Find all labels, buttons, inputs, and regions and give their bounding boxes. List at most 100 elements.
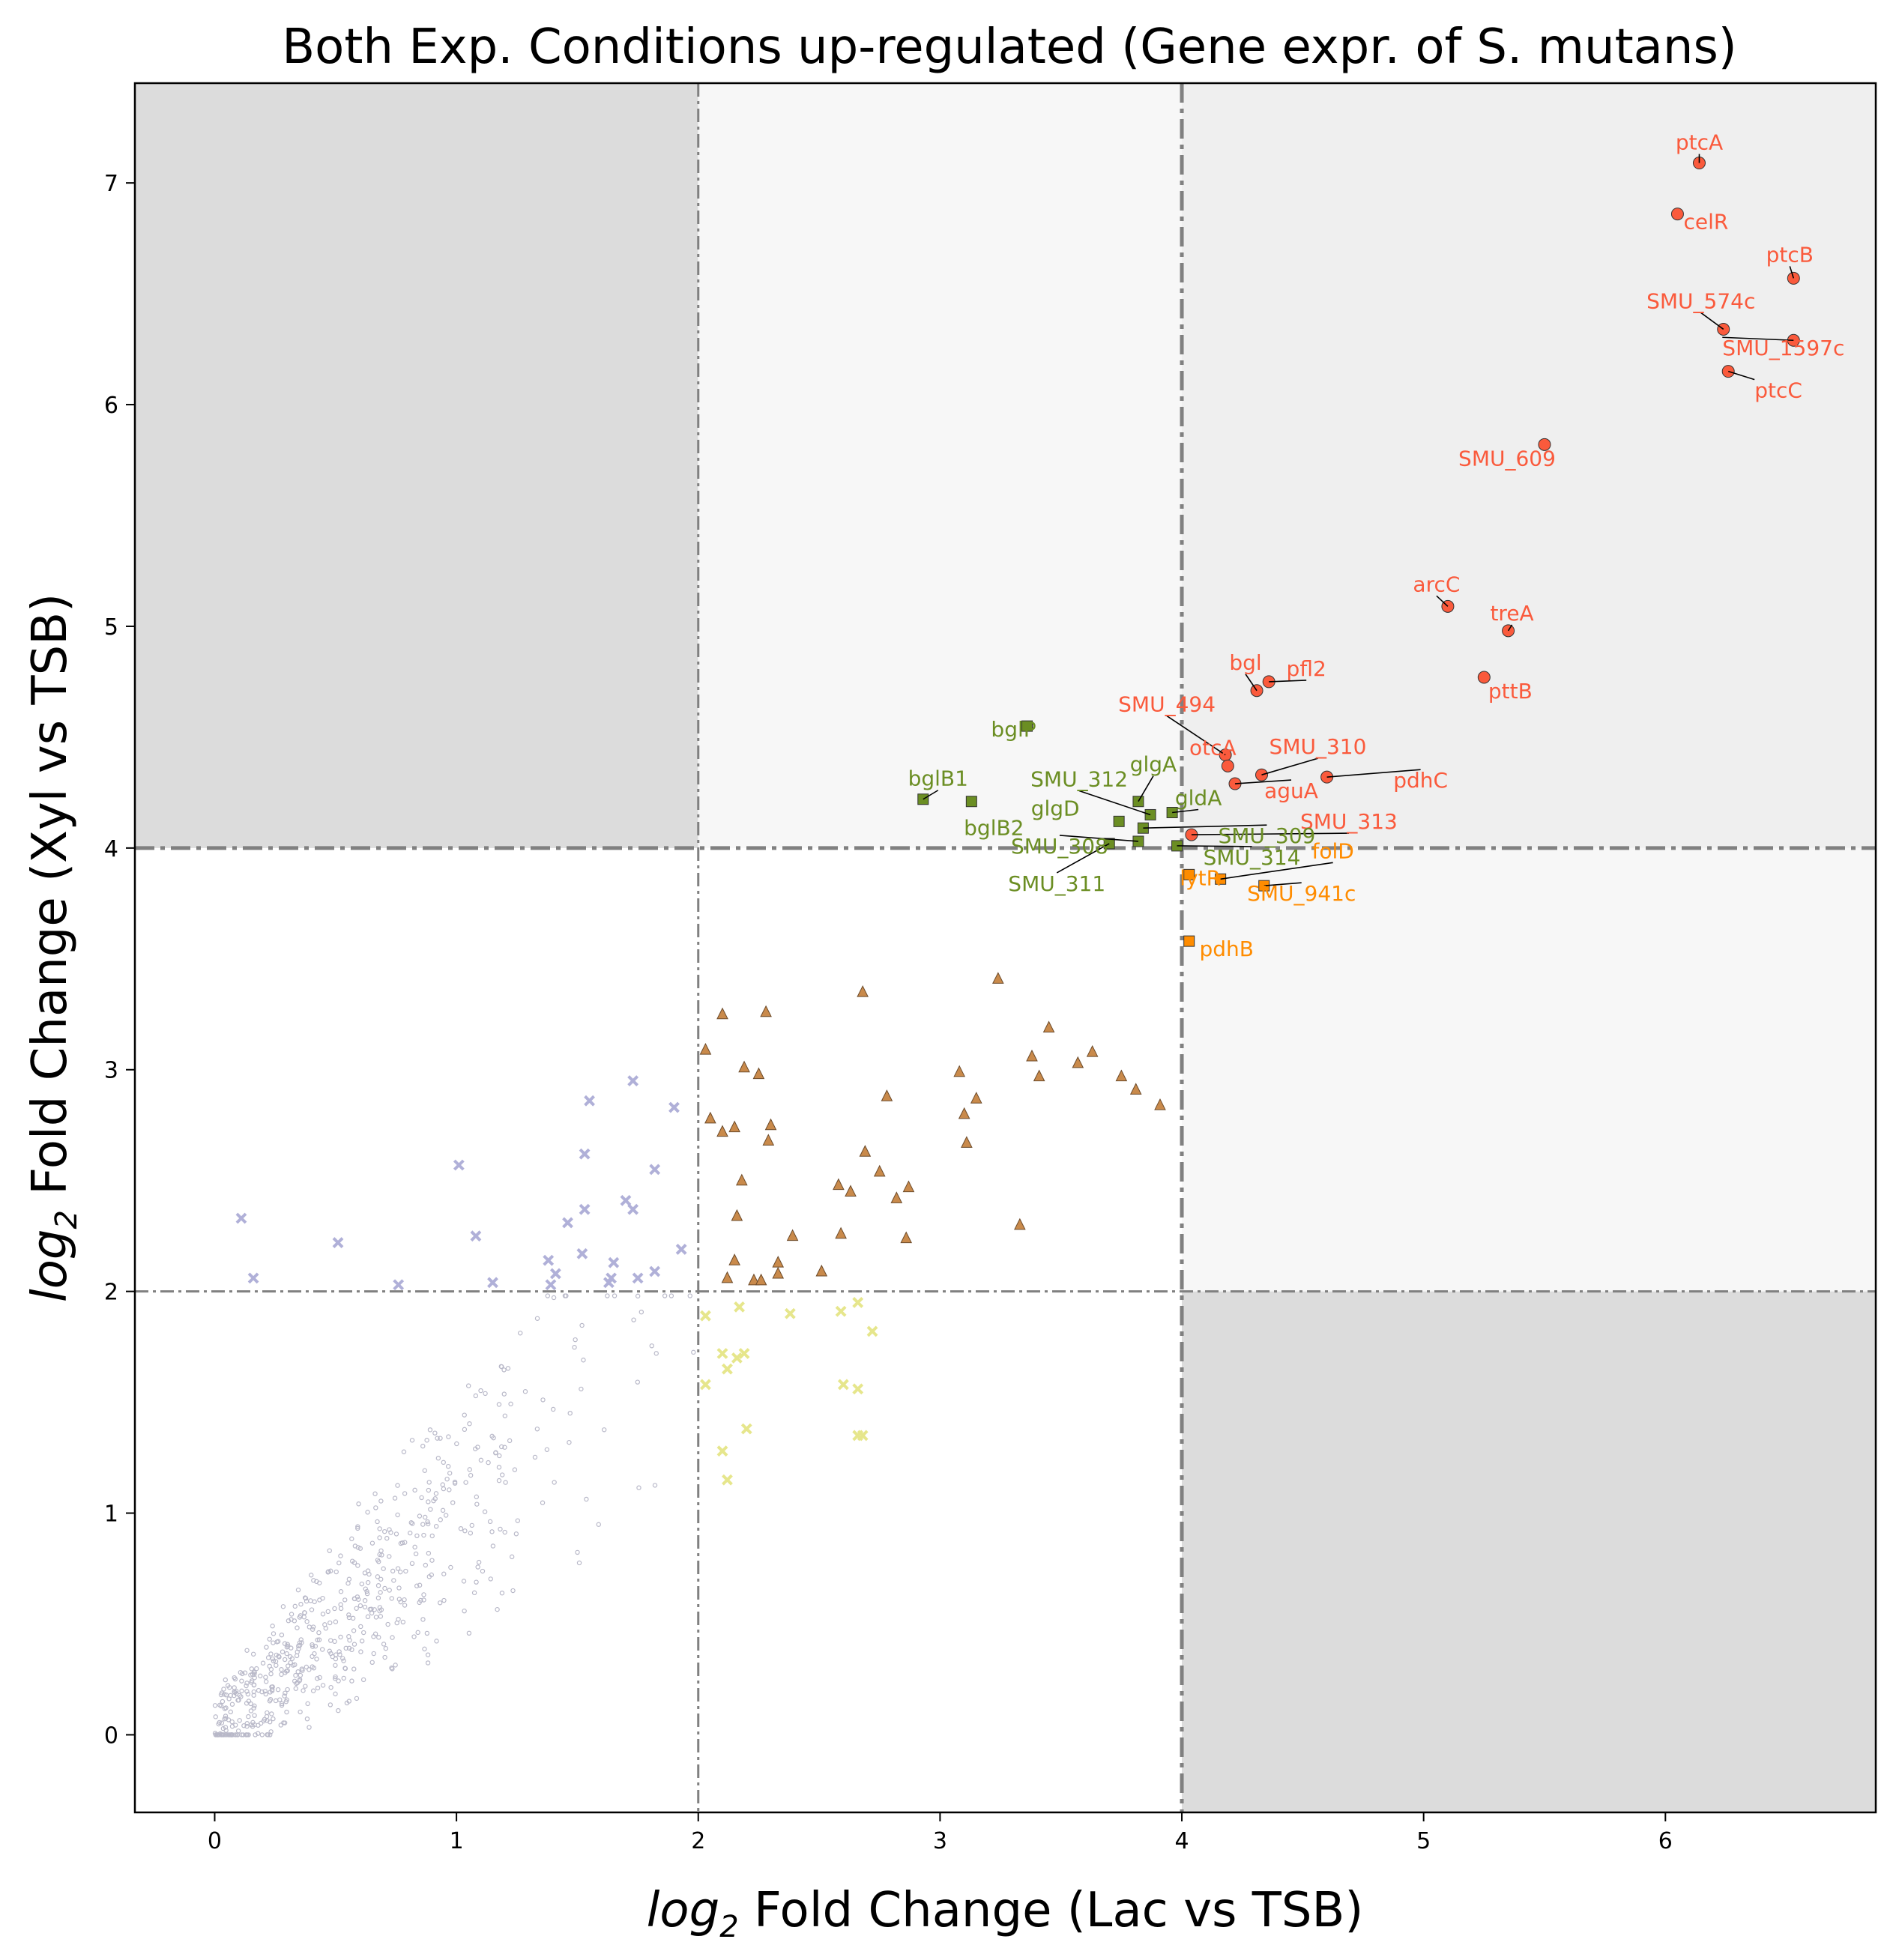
point-not-significant-41 [336,1708,341,1714]
point-xyl-moderate-only-13 [675,1244,687,1255]
gene-label-SMU_609: SMU_609 [1458,446,1556,471]
point-not-significant-192 [513,1531,519,1537]
point-not-significant-258 [375,1574,381,1579]
point-not-significant-86 [420,1522,426,1527]
x-tick-label-5: 5 [1416,1828,1431,1854]
point-not-significant-146 [288,1660,293,1666]
point-not-significant-591 [443,1513,449,1518]
point-not-significant-582 [251,1705,256,1711]
point-not-significant-1 [498,1526,503,1532]
point-not-significant-535 [302,1610,307,1615]
point-not-significant-194 [462,1412,467,1418]
point-not-significant-225 [420,1617,426,1622]
leader-arcC [1436,595,1449,607]
point-both-moderate-28 [833,1178,845,1191]
point-not-significant-606 [267,1719,273,1725]
point-not-significant-586 [259,1732,265,1737]
point-lac-moderate-only-8 [738,1348,750,1359]
point-lac-moderate-only-17 [722,1474,733,1486]
point-not-significant-519 [398,1599,403,1605]
point-not-significant-270 [635,1293,641,1299]
point-not-significant-188 [354,1606,359,1611]
point-not-significant-182 [307,1667,312,1672]
point-not-significant-244 [310,1627,316,1632]
point-not-significant-243 [229,1702,235,1707]
point-not-significant-424 [486,1460,491,1466]
point-not-significant-463 [426,1550,432,1556]
point-lac-moderate-only-4 [852,1297,864,1308]
point-not-significant-560 [223,1714,229,1719]
point-both-moderate-37 [728,1253,740,1265]
point-not-significant-187 [354,1696,360,1702]
point-not-significant-359 [277,1654,282,1660]
point-not-significant-616 [244,1723,250,1729]
point-not-significant-228 [241,1723,247,1728]
point-not-significant-440 [309,1573,314,1578]
point-not-significant-169 [478,1457,484,1463]
y-axis-label-rest: Fold Change (Xyl vs TSB) [22,593,78,1210]
point-not-significant-603 [349,1678,354,1684]
point-not-significant-615 [474,1494,480,1500]
point-not-significant-482 [268,1732,273,1737]
point-not-significant-224 [327,1702,333,1708]
point-not-significant-407 [232,1693,237,1699]
point-not-significant-75 [320,1683,326,1688]
point-not-significant-368 [390,1666,395,1672]
y-tick-label-0: 0 [104,1722,118,1749]
point-not-significant-471 [245,1691,251,1697]
y-axis-label-sub: 2 [49,1210,84,1229]
point-not-significant-348 [469,1522,474,1528]
point-not-significant-618 [239,1678,244,1684]
point-not-significant-369 [422,1514,428,1520]
point-not-significant-533 [447,1471,453,1476]
gene-label-pfl2: pfl2 [1287,656,1326,681]
point-not-significant-173 [375,1595,381,1600]
point-not-significant-189 [596,1522,601,1527]
point-not-significant-245 [410,1521,415,1526]
point-not-significant-105 [279,1667,284,1672]
point-not-significant-559 [298,1637,304,1642]
point-lac-moderate-only-2 [784,1307,796,1319]
point-xyl-strong-lac-moderate-6 [1113,815,1125,827]
point-not-significant-264 [271,1658,277,1664]
point-not-significant-393 [384,1535,390,1541]
point-not-significant-532 [346,1612,351,1618]
point-not-significant-425 [220,1699,226,1705]
point-not-significant-92 [483,1391,488,1397]
gene-label-lytR: lytR [1180,865,1221,890]
point-not-significant-203 [612,1293,618,1298]
y-tick-label-2: 2 [104,1280,118,1306]
leader-SMU_310 [1261,757,1318,775]
point-not-significant-269 [249,1678,255,1684]
point-not-significant-63 [319,1647,325,1652]
point-not-significant-200 [282,1657,288,1663]
point-not-significant-283 [385,1621,390,1627]
leader-SMU_941c [1264,882,1302,886]
point-not-significant-590 [474,1501,480,1507]
point-not-significant-531 [378,1498,384,1504]
point-xyl-moderate-only-11 [470,1230,482,1242]
point-not-significant-448 [284,1651,289,1657]
gene-label-glgA: glgA [1130,752,1177,777]
point-not-significant-474 [409,1561,415,1567]
point-not-significant-549 [223,1677,228,1683]
point-not-significant-420 [242,1670,248,1675]
point-lac-moderate-only-3 [835,1305,847,1317]
point-both-moderate-24 [961,1136,973,1148]
leader-aguA [1234,779,1292,784]
point-not-significant-357 [283,1690,288,1696]
point-not-significant-569 [482,1509,488,1514]
point-not-significant-117 [381,1566,386,1571]
point-not-significant-511 [635,1379,641,1385]
gene-label-treA: treA [1490,601,1533,626]
point-not-significant-82 [576,1560,582,1566]
point-not-significant-309 [238,1694,244,1699]
point-not-significant-292 [304,1619,310,1624]
point-not-significant-83 [489,1529,495,1534]
point-xyl-moderate-only-1 [627,1075,639,1086]
point-not-significant-255 [499,1444,504,1450]
point-not-significant-409 [550,1406,556,1412]
point-not-significant-111 [376,1635,381,1640]
point-not-significant-271 [502,1445,507,1450]
point-not-significant-434 [378,1607,384,1612]
